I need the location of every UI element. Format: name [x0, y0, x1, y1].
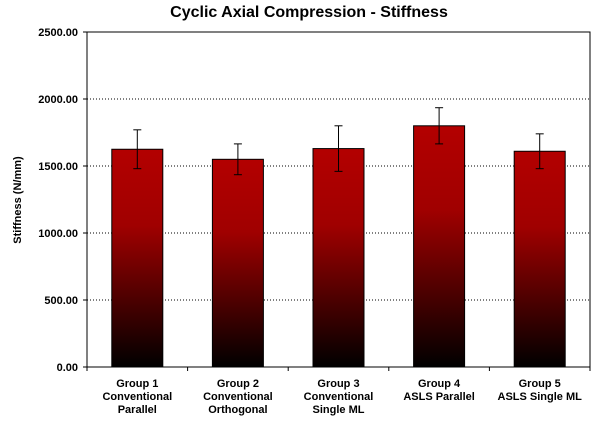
- category-label: Group 3 Conventional Single ML: [304, 378, 374, 416]
- chart-title: Cyclic Axial Compression - Stiffness: [170, 4, 448, 21]
- bar: [413, 125, 466, 368]
- y-tick-label: 500.00: [44, 295, 78, 307]
- category-label: Group 4 ASLS Parallel: [403, 378, 475, 403]
- category-labels-layer: Group 1 Conventional Parallel Group 2 Conven…: [86, 367, 591, 416]
- category-label: Group 5 ASLS Single ML: [498, 378, 583, 403]
- y-axis-label: Stiffness (N/mm): [12, 156, 24, 244]
- y-tick-label: 0.00: [57, 362, 78, 374]
- y-tick-label: 2000.00: [38, 94, 78, 106]
- plot-frame: [86, 31, 591, 368]
- bar: [312, 148, 365, 368]
- error-bars-layer: [133, 107, 544, 176]
- y-tick-label: 2500.00: [38, 27, 78, 39]
- category-label: Group 1 Conventional Parallel: [102, 378, 172, 416]
- y-tick-label: 1000.00: [38, 228, 78, 240]
- y-ticks-layer: 0.00 500.00 1000.00 1500.00 2000.00 2500.00: [38, 27, 87, 374]
- bar: [111, 148, 164, 368]
- category-label: Group 2 Conventional Orthogonal: [203, 378, 273, 416]
- y-tick-label: 1500.00: [38, 161, 78, 173]
- bar: [211, 158, 264, 368]
- bar: [513, 150, 566, 368]
